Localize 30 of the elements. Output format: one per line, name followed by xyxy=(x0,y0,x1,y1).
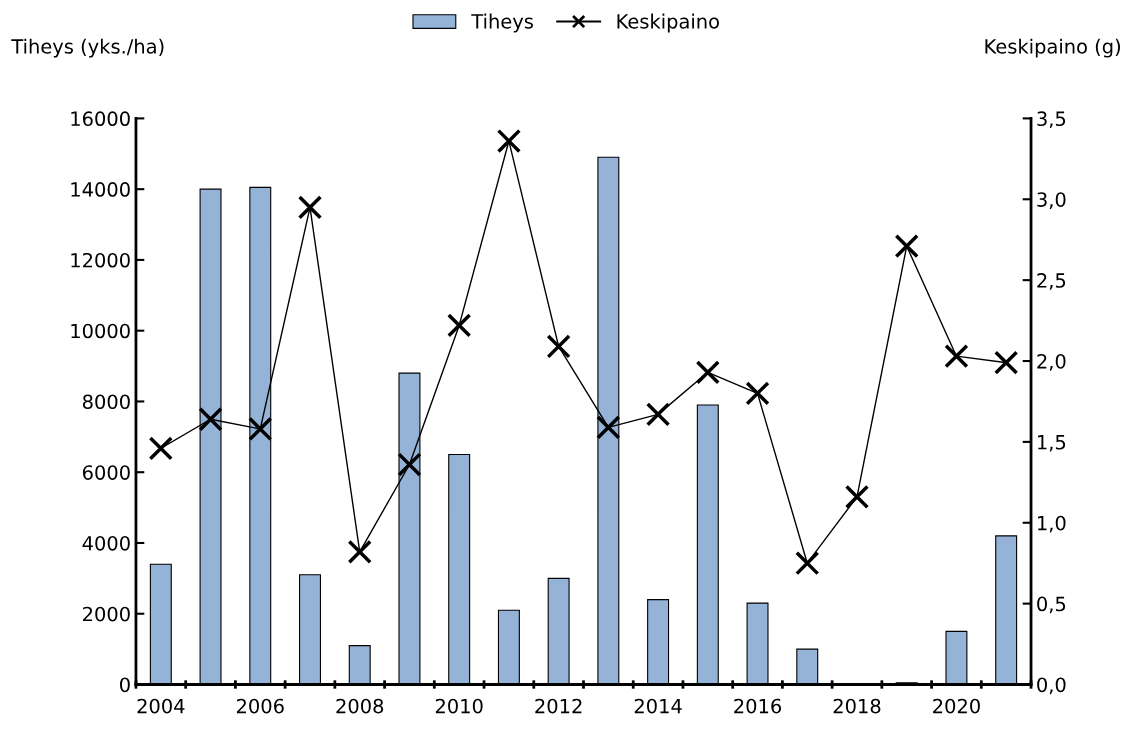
legend-label: Keskipaino xyxy=(617,13,719,33)
y-tick-label: 8000 xyxy=(82,394,130,410)
x-tick-label: 2010 xyxy=(435,698,483,714)
x-tick-label: 2008 xyxy=(336,698,384,714)
y2-tick-label: 3,5 xyxy=(1037,111,1066,129)
x-tick-label: 2012 xyxy=(535,698,582,714)
y2-tick-label: 1,0 xyxy=(1038,515,1066,533)
y-tick-label: 14000 xyxy=(71,182,130,197)
legend-label: Tiheys xyxy=(471,13,533,33)
y-tick-label: 16000 xyxy=(71,111,130,127)
y-axis-title: Tiheys (yks./ha) xyxy=(11,38,164,58)
y2-axis-title: Keskipaino (g) xyxy=(985,38,1120,58)
y-tick-label: 2000 xyxy=(83,606,130,622)
x-tick-label: 2020 xyxy=(933,698,980,714)
y-tick-label: 0 xyxy=(120,677,130,693)
x-tick-label: 2014 xyxy=(634,698,682,714)
y2-tick-label: 1,5 xyxy=(1038,435,1066,452)
y-tick-label: 10000 xyxy=(71,323,130,339)
y2-tick-label: 3,0 xyxy=(1037,192,1066,209)
y-tick-label: 12000 xyxy=(71,252,130,268)
x-tick-label: 2004 xyxy=(137,698,185,714)
y2-tick-label: 2,0 xyxy=(1037,353,1066,371)
y-tick-label: 4000 xyxy=(82,535,130,551)
x-tick-label: 2018 xyxy=(833,698,881,714)
y2-tick-label: 0,5 xyxy=(1037,596,1066,614)
y2-tick-label: 2,5 xyxy=(1037,273,1066,290)
x-tick-label: 2016 xyxy=(734,698,782,714)
y2-tick-label: 0,0 xyxy=(1037,677,1066,695)
x-tick-label: 2006 xyxy=(236,698,284,714)
y-tick-label: 6000 xyxy=(82,465,130,480)
